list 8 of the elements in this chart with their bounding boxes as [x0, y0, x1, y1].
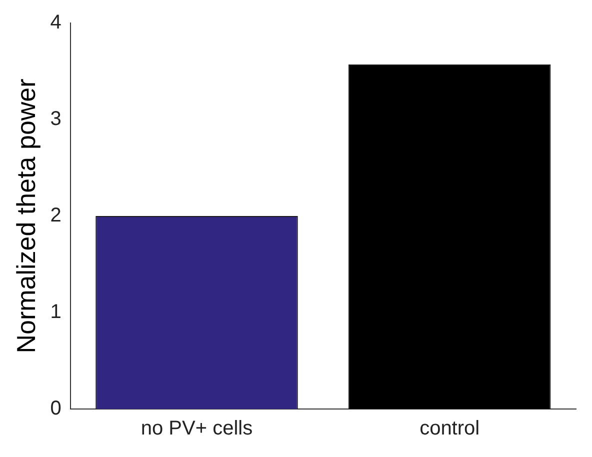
y-tick-label: 2 [50, 204, 62, 227]
y-tick-label: 1 [50, 301, 62, 324]
y-tick-label: 4 [50, 12, 62, 34]
y-tick-label: 3 [50, 108, 62, 130]
x-tick-label: no PV+ cells [140, 418, 253, 440]
y-tick-label: 0 [50, 398, 62, 420]
y-axis-title: Normalized theta power [10, 78, 41, 354]
x-tick-label: control [420, 418, 480, 440]
